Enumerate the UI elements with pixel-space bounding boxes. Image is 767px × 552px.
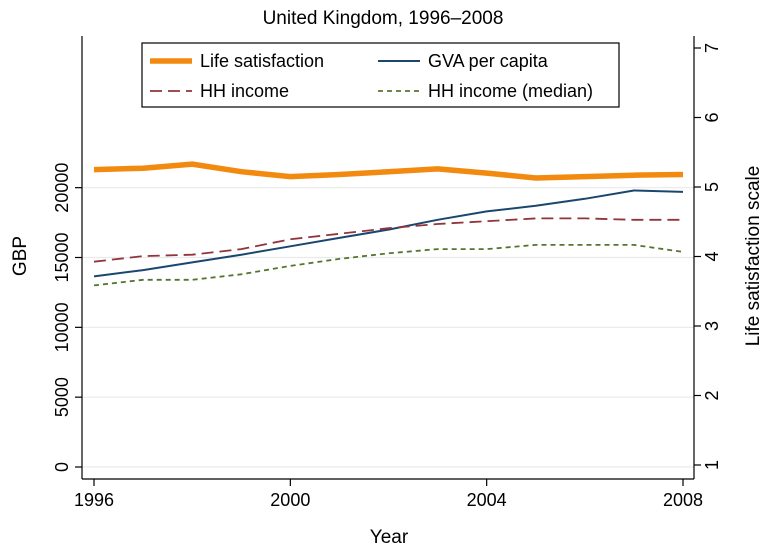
series-lines <box>93 161 684 287</box>
y2-tick-label: 2 <box>702 390 722 400</box>
series-line-gva-per-capita <box>93 189 684 278</box>
legend-box <box>141 42 620 108</box>
x-tick-label: 1996 <box>74 490 114 510</box>
y-tick-label: 0 <box>52 462 72 472</box>
y-tick-label: 20000 <box>52 163 72 213</box>
y2-tick-label: 1 <box>702 460 722 470</box>
axes: 1996 2000 2004 2008 0 5000 10000 15000 20000 1 2 3 4… <box>52 36 722 510</box>
y2-tick-label: 6 <box>702 112 722 122</box>
legend-label-life-satisfaction: Life satisfaction <box>200 51 324 71</box>
legend-label-hh-income-median: HH income (median) <box>428 81 593 101</box>
legend-label-hh-income: HH income <box>200 81 289 101</box>
legend: Life satisfaction GVA per capita HH income… <box>141 42 620 108</box>
grid-lines <box>82 187 694 468</box>
y2-tick-label: 3 <box>702 321 722 331</box>
y-tick-label: 5000 <box>52 377 72 417</box>
x-tick-label: 2000 <box>270 490 310 510</box>
x-tick-label: 2004 <box>467 490 507 510</box>
y2-tick-label: 7 <box>702 43 722 53</box>
y2-axis-label: Life satisfaction scale <box>743 166 764 347</box>
y2-tick-label: 5 <box>702 182 722 192</box>
series-line-life-satisfaction <box>93 161 684 181</box>
series-line-hh-income <box>93 217 683 263</box>
chart-title: United Kingdom, 1996–2008 <box>263 8 504 29</box>
y-tick-label: 15000 <box>52 232 72 282</box>
y2-tick-label: 4 <box>702 251 722 261</box>
y-axis-label: GBP <box>10 236 31 276</box>
series-line-hh-income-median <box>93 243 684 287</box>
x-tick-label: 2008 <box>663 490 703 510</box>
x-axis-label: Year <box>370 527 409 548</box>
y-tick-label: 10000 <box>52 302 72 352</box>
legend-label-gva-per-capita: GVA per capita <box>428 51 549 71</box>
axis-labels: United Kingdom, 1996–2008 Year GBP Life … <box>10 8 764 548</box>
